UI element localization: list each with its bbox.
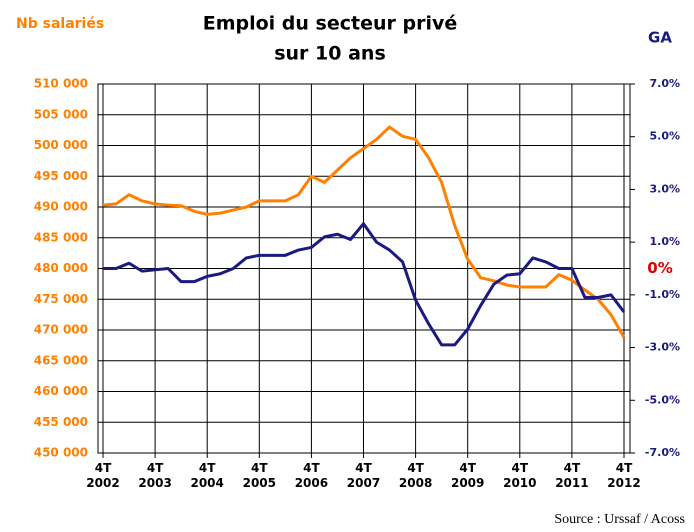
y-tick-label: 465 000 <box>34 353 88 367</box>
y-tick-label: 485 000 <box>34 230 88 244</box>
y2-tick-label: 7.0% <box>649 77 680 90</box>
x-tick-label: 4T 2006 <box>294 461 329 490</box>
y-tick-label: 480 000 <box>34 261 88 275</box>
y2-axis-label: GA <box>648 29 672 47</box>
y-tick-label: 470 000 <box>34 323 88 337</box>
y-tick-label: 455 000 <box>34 415 88 429</box>
x-tick-label: 4T 2003 <box>138 461 172 490</box>
y2-tick-label: 5.0% <box>649 130 680 143</box>
x-tick-label: 4T 2007 <box>346 461 381 490</box>
x-tick-label: 4T 2005 <box>242 461 276 490</box>
chart-title: sur 10 ans <box>274 43 386 65</box>
y2-tick-label: -1.0% <box>645 288 680 301</box>
y2-tick-label: -5.0% <box>645 393 680 406</box>
y2-tick-label: 3.0% <box>649 182 680 195</box>
y-tick-label: 475 000 <box>34 292 88 306</box>
y-axis-label: Nb salariés <box>16 16 104 32</box>
y-tick-label: 495 000 <box>34 169 88 183</box>
x-tick-label: 4T 2010 <box>503 461 537 490</box>
x-tick-label: 4T 2011 <box>555 461 589 490</box>
source: Source : Urssaf / Acoss <box>554 512 685 527</box>
x-tick-label: 4T 2009 <box>450 461 485 490</box>
x-tick-label: 4T 2004 <box>190 461 224 490</box>
y2-tick-label: -7.0% <box>645 446 680 459</box>
y-tick-label: 490 000 <box>34 200 88 214</box>
y2-tick-label: 1.0% <box>649 235 680 248</box>
chart-title: Emploi du secteur privé <box>203 13 458 35</box>
annotation: 0% <box>647 259 672 277</box>
line-series <box>102 125 626 339</box>
x-tick-label: 4T 2012 <box>607 461 641 490</box>
x-tick-label: 4T 2002 <box>86 461 120 490</box>
y2-tick-label: -3.0% <box>645 341 680 354</box>
line-series <box>103 222 626 347</box>
y-tick-label: 510 000 <box>34 77 88 91</box>
y-tick-label: 460 000 <box>34 384 88 398</box>
y-tick-label: 500 000 <box>34 138 88 152</box>
y-tick-label: 450 000 <box>34 446 88 460</box>
y-tick-label: 505 000 <box>34 107 88 121</box>
x-tick-label: 4T 2008 <box>398 461 433 490</box>
